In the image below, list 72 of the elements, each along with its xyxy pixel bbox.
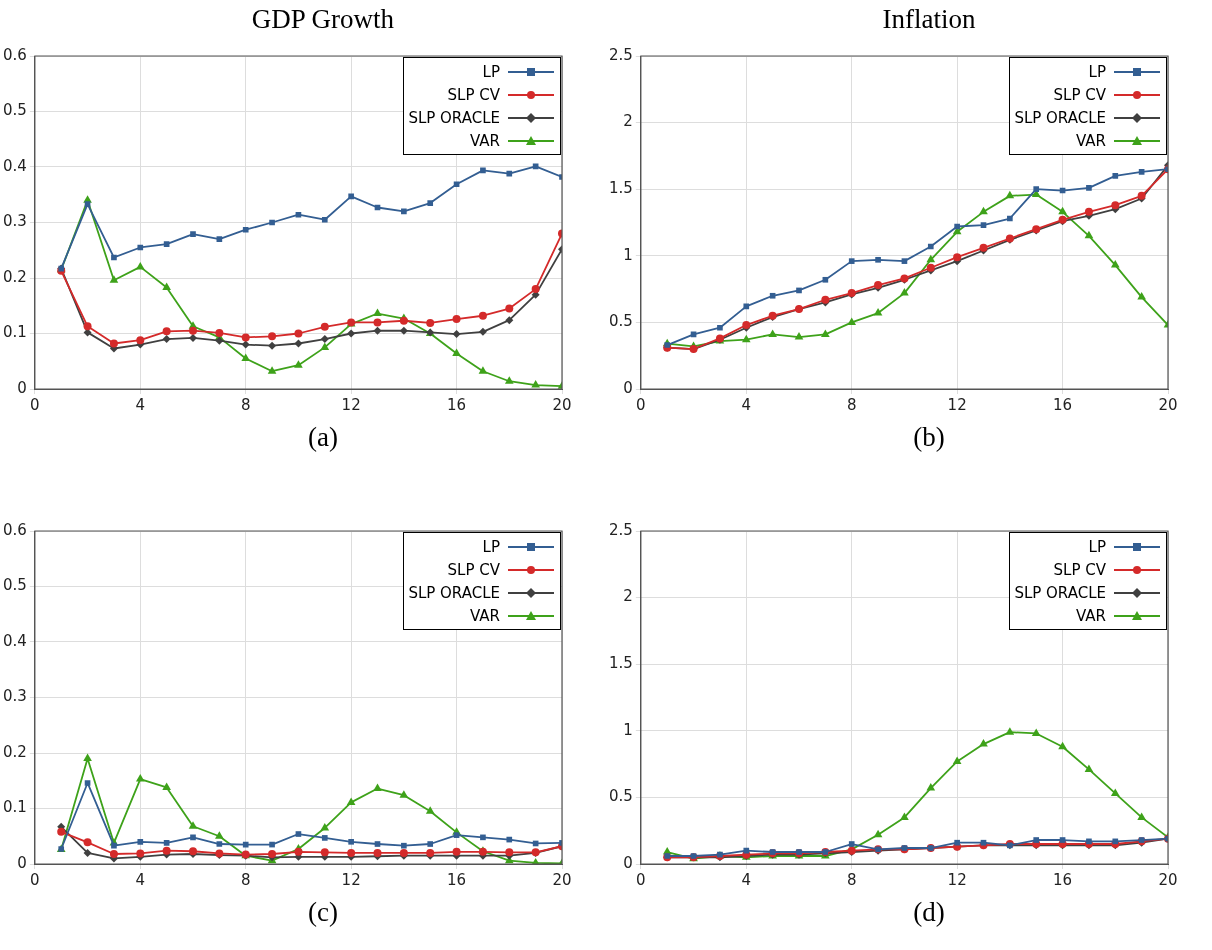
- legend-label: VAR: [1076, 606, 1106, 625]
- y-tick-label: 0.4: [3, 631, 27, 650]
- x-tick-label: 8: [846, 870, 857, 889]
- legend-label: VAR: [1076, 131, 1106, 150]
- x-tick-label: 12: [947, 395, 967, 414]
- x-tick-label: 16: [1053, 870, 1073, 889]
- legend-label: SLP ORACLE: [408, 108, 500, 127]
- y-tick-label: 1: [623, 720, 633, 739]
- legend-label: LP: [482, 537, 500, 556]
- x-tick-label: 12: [947, 870, 967, 889]
- y-tick-label: 0.1: [3, 798, 27, 817]
- legend-label: LP: [1088, 62, 1106, 81]
- x-tick-label: 0: [636, 395, 646, 414]
- y-tick-label: 1: [623, 245, 633, 264]
- y-tick-label: 2: [623, 112, 633, 131]
- y-tick-label: 0.3: [3, 687, 27, 706]
- x-tick-label: 20: [552, 395, 572, 414]
- x-tick-label: 8: [240, 395, 251, 414]
- legend-label: LP: [1088, 537, 1106, 556]
- text: (d): [912, 897, 946, 928]
- y-tick-label: 2.5: [609, 520, 633, 539]
- y-tick-label: 1.5: [609, 179, 633, 198]
- y-tick-label: 0.2: [3, 742, 27, 761]
- x-tick-label: 12: [341, 870, 361, 889]
- y-tick-label: 2: [623, 587, 633, 606]
- y-tick-label: 0.5: [609, 312, 633, 331]
- y-tick-label: 0.3: [3, 212, 27, 231]
- legend-label: VAR: [470, 131, 500, 150]
- text: (a): [307, 422, 339, 453]
- y-tick-label: 0.5: [3, 101, 27, 120]
- legend-label: SLP CV: [447, 85, 500, 104]
- legend-label: VAR: [470, 606, 500, 625]
- legend-label: SLP ORACLE: [1014, 108, 1106, 127]
- legend-label: SLP ORACLE: [408, 583, 500, 602]
- legend-label: SLP CV: [1053, 85, 1106, 104]
- legend-label: SLP ORACLE: [1014, 583, 1106, 602]
- y-tick-label: 0.6: [3, 520, 27, 539]
- y-tick-label: 0: [17, 378, 27, 397]
- x-tick-label: 20: [1158, 870, 1178, 889]
- legend-label: SLP CV: [1053, 560, 1106, 579]
- text: (c): [307, 897, 339, 928]
- y-tick-label: 1.5: [609, 654, 633, 673]
- chart-title: GDP Growth: [250, 3, 396, 36]
- y-tick-label: 0.5: [3, 576, 27, 595]
- x-tick-label: 16: [1053, 395, 1073, 414]
- x-tick-label: 4: [741, 870, 752, 889]
- x-tick-label: 4: [135, 870, 146, 889]
- x-tick-label: 8: [846, 395, 857, 414]
- legend-label: LP: [482, 62, 500, 81]
- y-tick-label: 0.6: [3, 45, 27, 64]
- x-tick-label: 4: [741, 395, 752, 414]
- x-tick-label: 20: [1158, 395, 1178, 414]
- legend-label: SLP CV: [447, 560, 500, 579]
- y-tick-label: 0.1: [3, 323, 27, 342]
- y-tick-label: 0.4: [3, 156, 27, 175]
- x-tick-label: 16: [447, 395, 467, 414]
- x-tick-label: 20: [552, 870, 572, 889]
- y-tick-label: 0: [623, 853, 633, 872]
- text: (b): [912, 422, 946, 453]
- x-tick-label: 0: [636, 870, 646, 889]
- x-tick-label: 12: [341, 395, 361, 414]
- chart-title: Inflation: [881, 3, 977, 36]
- y-tick-label: 0.2: [3, 267, 27, 286]
- y-tick-label: 0: [623, 378, 633, 397]
- y-tick-label: 0: [17, 853, 27, 872]
- x-tick-label: 4: [135, 395, 146, 414]
- x-tick-label: 0: [30, 870, 40, 889]
- y-tick-label: 0.5: [609, 787, 633, 806]
- x-tick-label: 0: [30, 395, 40, 414]
- x-tick-label: 16: [447, 870, 467, 889]
- x-tick-label: 8: [240, 870, 251, 889]
- y-tick-label: 2.5: [609, 45, 633, 64]
